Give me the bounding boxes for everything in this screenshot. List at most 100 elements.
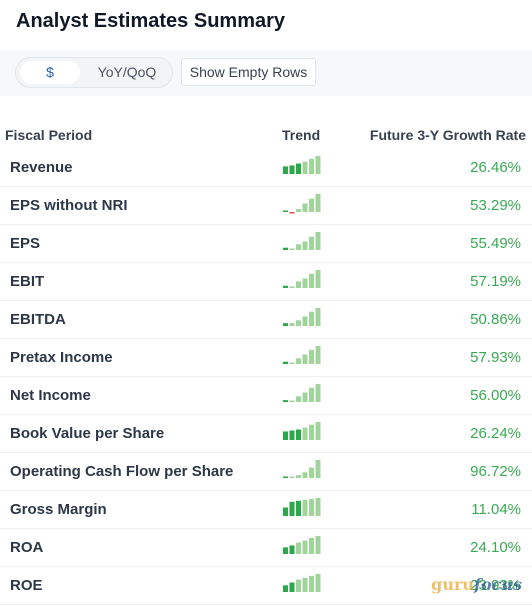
trend-bar [296, 281, 301, 288]
trend-bar [296, 396, 301, 402]
trend-bar [315, 307, 321, 326]
trend-bar [302, 472, 308, 478]
trend-bar [283, 361, 288, 364]
growth-rate-value: 26.24% [470, 425, 521, 442]
row-label: ROA [10, 539, 44, 556]
trend-bar [309, 498, 314, 516]
trend-bar [289, 212, 295, 214]
row-label: EPS without NRI [10, 197, 128, 214]
unit-toggle[interactable]: $ YoY/QoQ [15, 57, 173, 88]
trend-bar [296, 163, 301, 174]
growth-rate-value: 55.49% [470, 235, 521, 252]
trend-bar [315, 573, 321, 592]
row-label: Revenue [10, 159, 73, 176]
trend-bar [296, 209, 301, 212]
trend-bar [302, 161, 308, 174]
show-empty-rows-button[interactable]: Show Empty Rows [181, 58, 316, 86]
row-label: EPS [10, 235, 41, 252]
trend-sparkline [283, 345, 321, 364]
table-row: ROA 24.10% [0, 529, 532, 567]
growth-rate-value: 53.29% [470, 197, 521, 214]
header-growth-rate[interactable]: Future 3-Y Growth Rate [369, 127, 526, 143]
trend-bar [283, 507, 288, 516]
toggle-dollar-option[interactable]: $ [20, 61, 80, 84]
trend-bar [289, 286, 295, 288]
trend-bar [283, 166, 288, 174]
trend-bar [289, 248, 295, 250]
growth-rate-value: 24.10% [470, 539, 521, 556]
trend-bar [315, 155, 321, 174]
row-label: Net Income [10, 387, 91, 404]
row-label: Book Value per Share [10, 425, 165, 442]
row-label: ROE [10, 577, 43, 594]
trend-bar [309, 387, 314, 402]
trend-bar [289, 430, 295, 440]
trend-bar [296, 579, 301, 592]
table-row: EBITDA 50.86% [0, 301, 532, 339]
trend-bar [283, 210, 288, 212]
trend-bar [315, 345, 321, 364]
trend-bar [302, 241, 308, 250]
trend-bar [289, 165, 295, 174]
trend-bar [283, 476, 288, 478]
trend-bar [302, 540, 308, 554]
trend-bar [296, 429, 301, 440]
row-label: Pretax Income [10, 349, 113, 366]
trend-bar [302, 316, 308, 326]
trend-bar [309, 198, 314, 212]
trend-sparkline [283, 459, 321, 478]
trend-sparkline [283, 573, 321, 592]
trend-bar [309, 424, 314, 440]
trend-bar [302, 354, 308, 364]
trend-bar [283, 547, 288, 554]
table-row: Operating Cash Flow per Share 96.72% [0, 453, 532, 491]
page-title: Analyst Estimates Summary [16, 10, 286, 32]
trend-bar [315, 193, 321, 212]
table-row: ROE 23.93% [0, 567, 532, 605]
trend-bar [302, 278, 308, 288]
table-row: Net Income 56.00% [0, 377, 532, 415]
trend-bar [283, 285, 288, 288]
trend-bar [289, 582, 295, 592]
trend-bar [315, 269, 321, 288]
header-fiscal-period[interactable]: Fiscal Period [5, 127, 93, 143]
trend-bar [309, 537, 314, 554]
trend-bar [309, 273, 314, 288]
trend-sparkline [283, 231, 321, 250]
toggle-yoy-option[interactable]: YoY/QoQ [97, 64, 157, 80]
trend-bar [296, 244, 301, 250]
table-row: EPS without NRI 53.29% [0, 187, 532, 225]
trend-bar [302, 577, 308, 592]
trend-sparkline [283, 383, 321, 402]
trend-bar [309, 575, 314, 592]
trend-sparkline [283, 421, 321, 440]
trend-bar [302, 427, 308, 440]
growth-rate-value: 56.00% [470, 387, 521, 404]
table-row: Revenue 26.46% [0, 149, 532, 187]
row-label: Operating Cash Flow per Share [10, 463, 234, 480]
table-row: EPS 55.49% [0, 225, 532, 263]
trend-bar [296, 542, 301, 554]
trend-bar [283, 323, 288, 326]
trend-bar [309, 349, 314, 364]
growth-rate-value: 11.04% [471, 501, 521, 518]
trend-bar [315, 383, 321, 402]
trend-bar [289, 400, 295, 402]
table-row: Pretax Income 57.93% [0, 339, 532, 377]
trend-bar [309, 236, 314, 250]
trend-sparkline [283, 155, 321, 174]
trend-bar [302, 499, 308, 516]
header-trend: Trend [282, 127, 321, 143]
row-label: Gross Margin [10, 501, 107, 518]
row-label: EBIT [10, 273, 45, 290]
trend-bar [289, 323, 295, 326]
trend-bar [315, 497, 321, 516]
trend-bar [283, 431, 288, 440]
growth-rate-value: 57.19% [470, 273, 521, 290]
growth-rate-value: 23.93% [470, 577, 521, 594]
growth-rate-value: 57.93% [470, 349, 521, 366]
trend-bar [283, 400, 288, 402]
trend-bar [302, 392, 308, 402]
trend-bar [309, 158, 314, 174]
trend-sparkline [283, 497, 321, 516]
